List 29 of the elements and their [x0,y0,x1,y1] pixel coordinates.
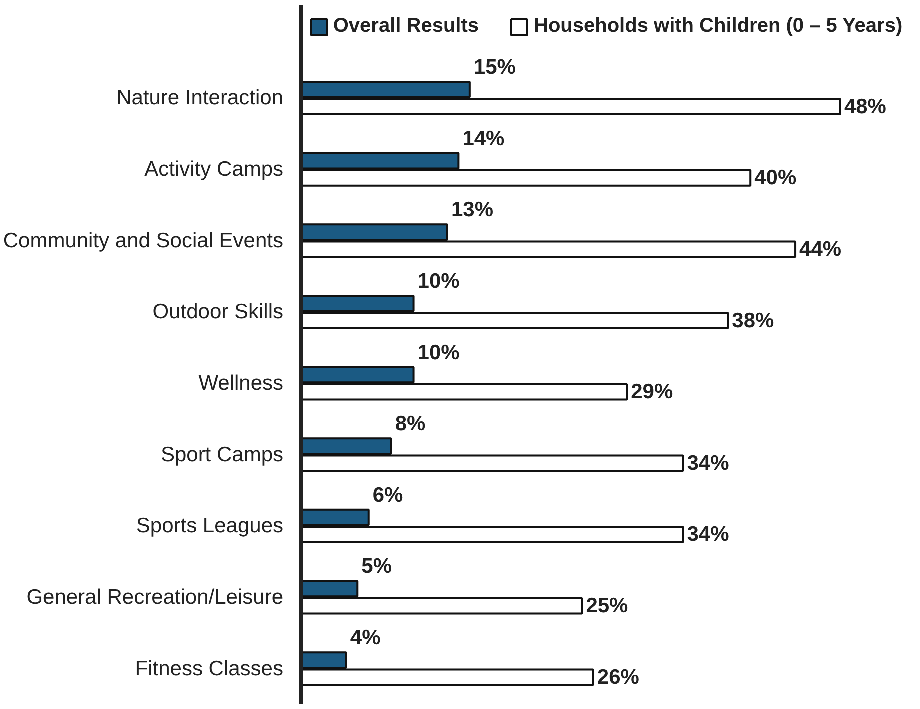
data-label: 14% [462,127,506,150]
data-label: 6% [372,484,404,507]
data-label: 34% [687,452,730,475]
y-tick-label: General Recreation/Leisure [26,586,284,610]
data-label: 29% [631,380,674,404]
data-label: 38% [732,309,775,332]
y-tick-label: Wellness [198,372,284,396]
data-label: 5% [362,555,392,578]
y-tick-label: Sport Camps [160,443,284,466]
y-tick-label: Activity Camps [144,158,284,182]
y-tick-label: Nature Interaction [116,86,284,110]
data-label: 10% [418,270,460,293]
data-label: 8% [395,412,426,436]
data-label: 44% [800,238,842,261]
legend-label: Households with Children (0 – 5 Years) [534,15,903,38]
data-label: 40% [754,166,797,190]
y-tick-label: Outdoor Skills [152,300,284,324]
data-label: 26% [597,666,640,689]
data-label: 10% [418,341,460,364]
y-tick-label: Fitness Classes [135,657,284,680]
data-label: 15% [474,56,516,79]
legend-label: Overall Results [333,15,479,38]
data-label: 34% [687,523,730,546]
data-label: 13% [451,198,494,222]
y-tick-label: Sports Leagues [136,514,284,538]
data-label: 4% [350,626,382,650]
data-label: 48% [844,95,887,118]
data-label: 25% [586,594,629,618]
y-tick-label: Community and Social Events [3,229,284,252]
